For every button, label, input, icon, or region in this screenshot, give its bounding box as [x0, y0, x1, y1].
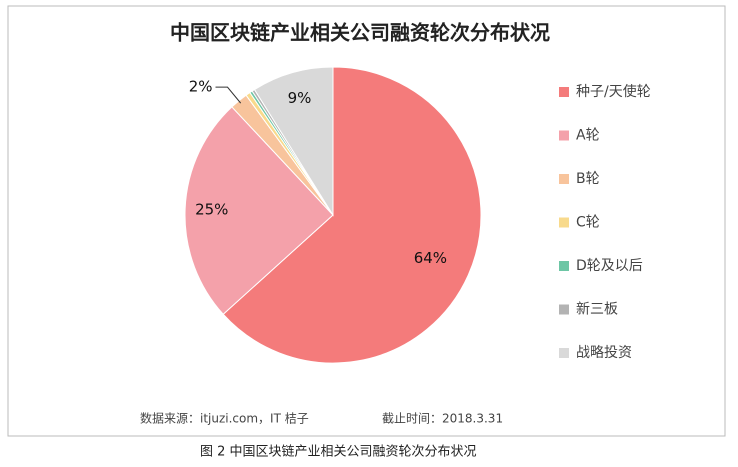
- data-label: 25%: [195, 200, 228, 218]
- pie-slice: [184, 106, 334, 315]
- legend-label: 新三板: [576, 302, 618, 318]
- legend-label: 种子/天使轮: [576, 83, 651, 100]
- legend-swatch: [559, 261, 569, 271]
- data-label: 64%: [414, 249, 447, 267]
- legend-label: C轮: [576, 215, 600, 231]
- caption: 图 2 中国区块链产业相关公司融资轮次分布状况: [200, 444, 477, 460]
- source: 数据来源：itjuzi.com，IT 桔子: [140, 411, 309, 426]
- legend-swatch: [559, 174, 569, 184]
- date-note: 截止时间：2018.3.31: [382, 412, 503, 426]
- legend-label: D轮及以后: [576, 258, 643, 274]
- chart-title: 中国区块链产业相关公司融资轮次分布状况: [170, 21, 550, 45]
- legend-label: B轮: [576, 171, 600, 187]
- legend-swatch: [559, 130, 569, 141]
- legend-swatch: [559, 348, 569, 358]
- leader-line: [215, 86, 242, 104]
- legend-swatch: [559, 87, 569, 97]
- legend-label: A轮: [576, 128, 600, 144]
- legend-label: 战略投资: [576, 345, 632, 361]
- pie-slice: [222, 66, 482, 364]
- data-label: 2%: [189, 78, 213, 96]
- pie-slice: [253, 66, 334, 217]
- legend-swatch: [559, 217, 569, 228]
- data-label: 9%: [288, 89, 312, 107]
- legend-swatch: [559, 304, 569, 315]
